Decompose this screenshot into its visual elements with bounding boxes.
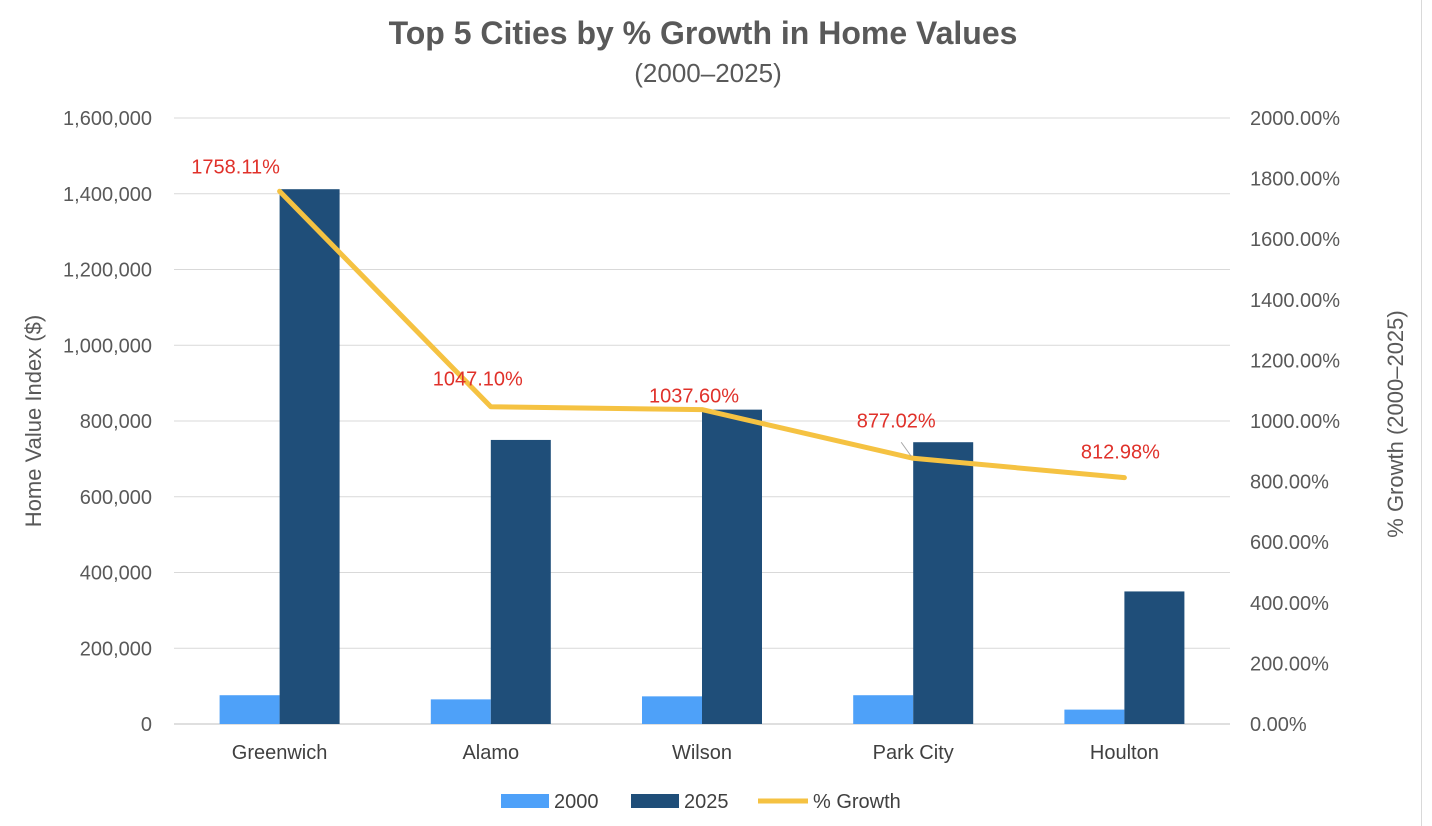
y-tick-label-right: 400.00%: [1250, 593, 1329, 615]
legend-label: 2000: [554, 791, 599, 813]
y-axis-title-left: Home Value Index ($): [21, 315, 46, 527]
legend-swatch: [631, 794, 679, 808]
bar-2000-park-city: [853, 695, 914, 724]
y-tick-label-right: 1600.00%: [1250, 229, 1340, 251]
y-tick-label-left: 0: [141, 714, 152, 736]
bar-2025-wilson: [702, 409, 762, 724]
growth-data-label: 1037.60%: [649, 386, 739, 408]
y-tick-label-left: 400,000: [80, 563, 152, 585]
bar-2025-greenwich: [279, 189, 340, 724]
y-tick-label-left: 1,400,000: [63, 184, 152, 206]
legend-swatch: [501, 794, 549, 808]
y-tick-label-left: 200,000: [80, 638, 152, 660]
legend: 2000 2025 % Growth: [501, 791, 901, 813]
growth-data-label: 877.02%: [857, 410, 936, 432]
y-tick-label-left: 800,000: [80, 411, 152, 433]
x-tick-label: Wilson: [672, 742, 732, 764]
y-tick-label-right: 1000.00%: [1250, 411, 1340, 433]
y-tick-label-right: 1800.00%: [1250, 169, 1340, 191]
y-axis-title-right: % Growth (2000–2025): [1383, 310, 1408, 537]
bar-2025-park-city: [913, 442, 974, 724]
y-tick-label-right: 2000.00%: [1250, 108, 1340, 130]
y-tick-label-left: 1,200,000: [63, 260, 152, 282]
frame-border: [1421, 0, 1422, 826]
y-tick-label-right: 0.00%: [1250, 714, 1307, 736]
y-tick-label-right: 1400.00%: [1250, 290, 1340, 312]
legend-label: 2025: [684, 791, 729, 813]
bar-2000-greenwich: [219, 695, 280, 724]
data-labels: 1758.11% 1047.10% 1037.60% 877.02% 812.98%: [191, 156, 1160, 463]
chart-subtitle: (2000–2025): [634, 58, 781, 88]
x-tick-label: Alamo: [462, 742, 519, 764]
growth-data-label: 1758.11%: [191, 156, 280, 178]
bar-2000-houlton: [1064, 709, 1125, 724]
label-leader-line: [900, 441, 912, 457]
y-tick-label-right: 200.00%: [1250, 653, 1329, 675]
bar-series: [219, 189, 1185, 724]
growth-line-series: [277, 188, 1127, 481]
chart-title: Top 5 Cities by % Growth in Home Values: [389, 15, 1018, 51]
legend-label: % Growth: [813, 791, 901, 813]
bar-2000-alamo: [430, 699, 491, 724]
x-tick-label: Park City: [873, 742, 954, 764]
growth-data-label: 1047.10%: [433, 369, 523, 391]
growth-data-label: 812.98%: [1081, 442, 1160, 464]
x-tick-label: Houlton: [1090, 742, 1159, 764]
bar-2000-wilson: [642, 696, 702, 724]
axes: 0 200,000 400,000 600,000 800,000 1,000,000 1,…: [21, 108, 1408, 764]
y-tick-label-right: 600.00%: [1250, 532, 1329, 554]
y-tick-label-left: 600,000: [80, 487, 152, 509]
bar-2025-alamo: [490, 439, 551, 724]
y-tick-label-right: 1200.00%: [1250, 350, 1340, 372]
x-tick-label: Greenwich: [232, 742, 328, 764]
y-tick-label-left: 1,000,000: [63, 335, 152, 357]
y-tick-label-right: 800.00%: [1250, 472, 1329, 494]
bar-2025-houlton: [1124, 591, 1185, 724]
y-tick-label-left: 1,600,000: [63, 108, 152, 130]
